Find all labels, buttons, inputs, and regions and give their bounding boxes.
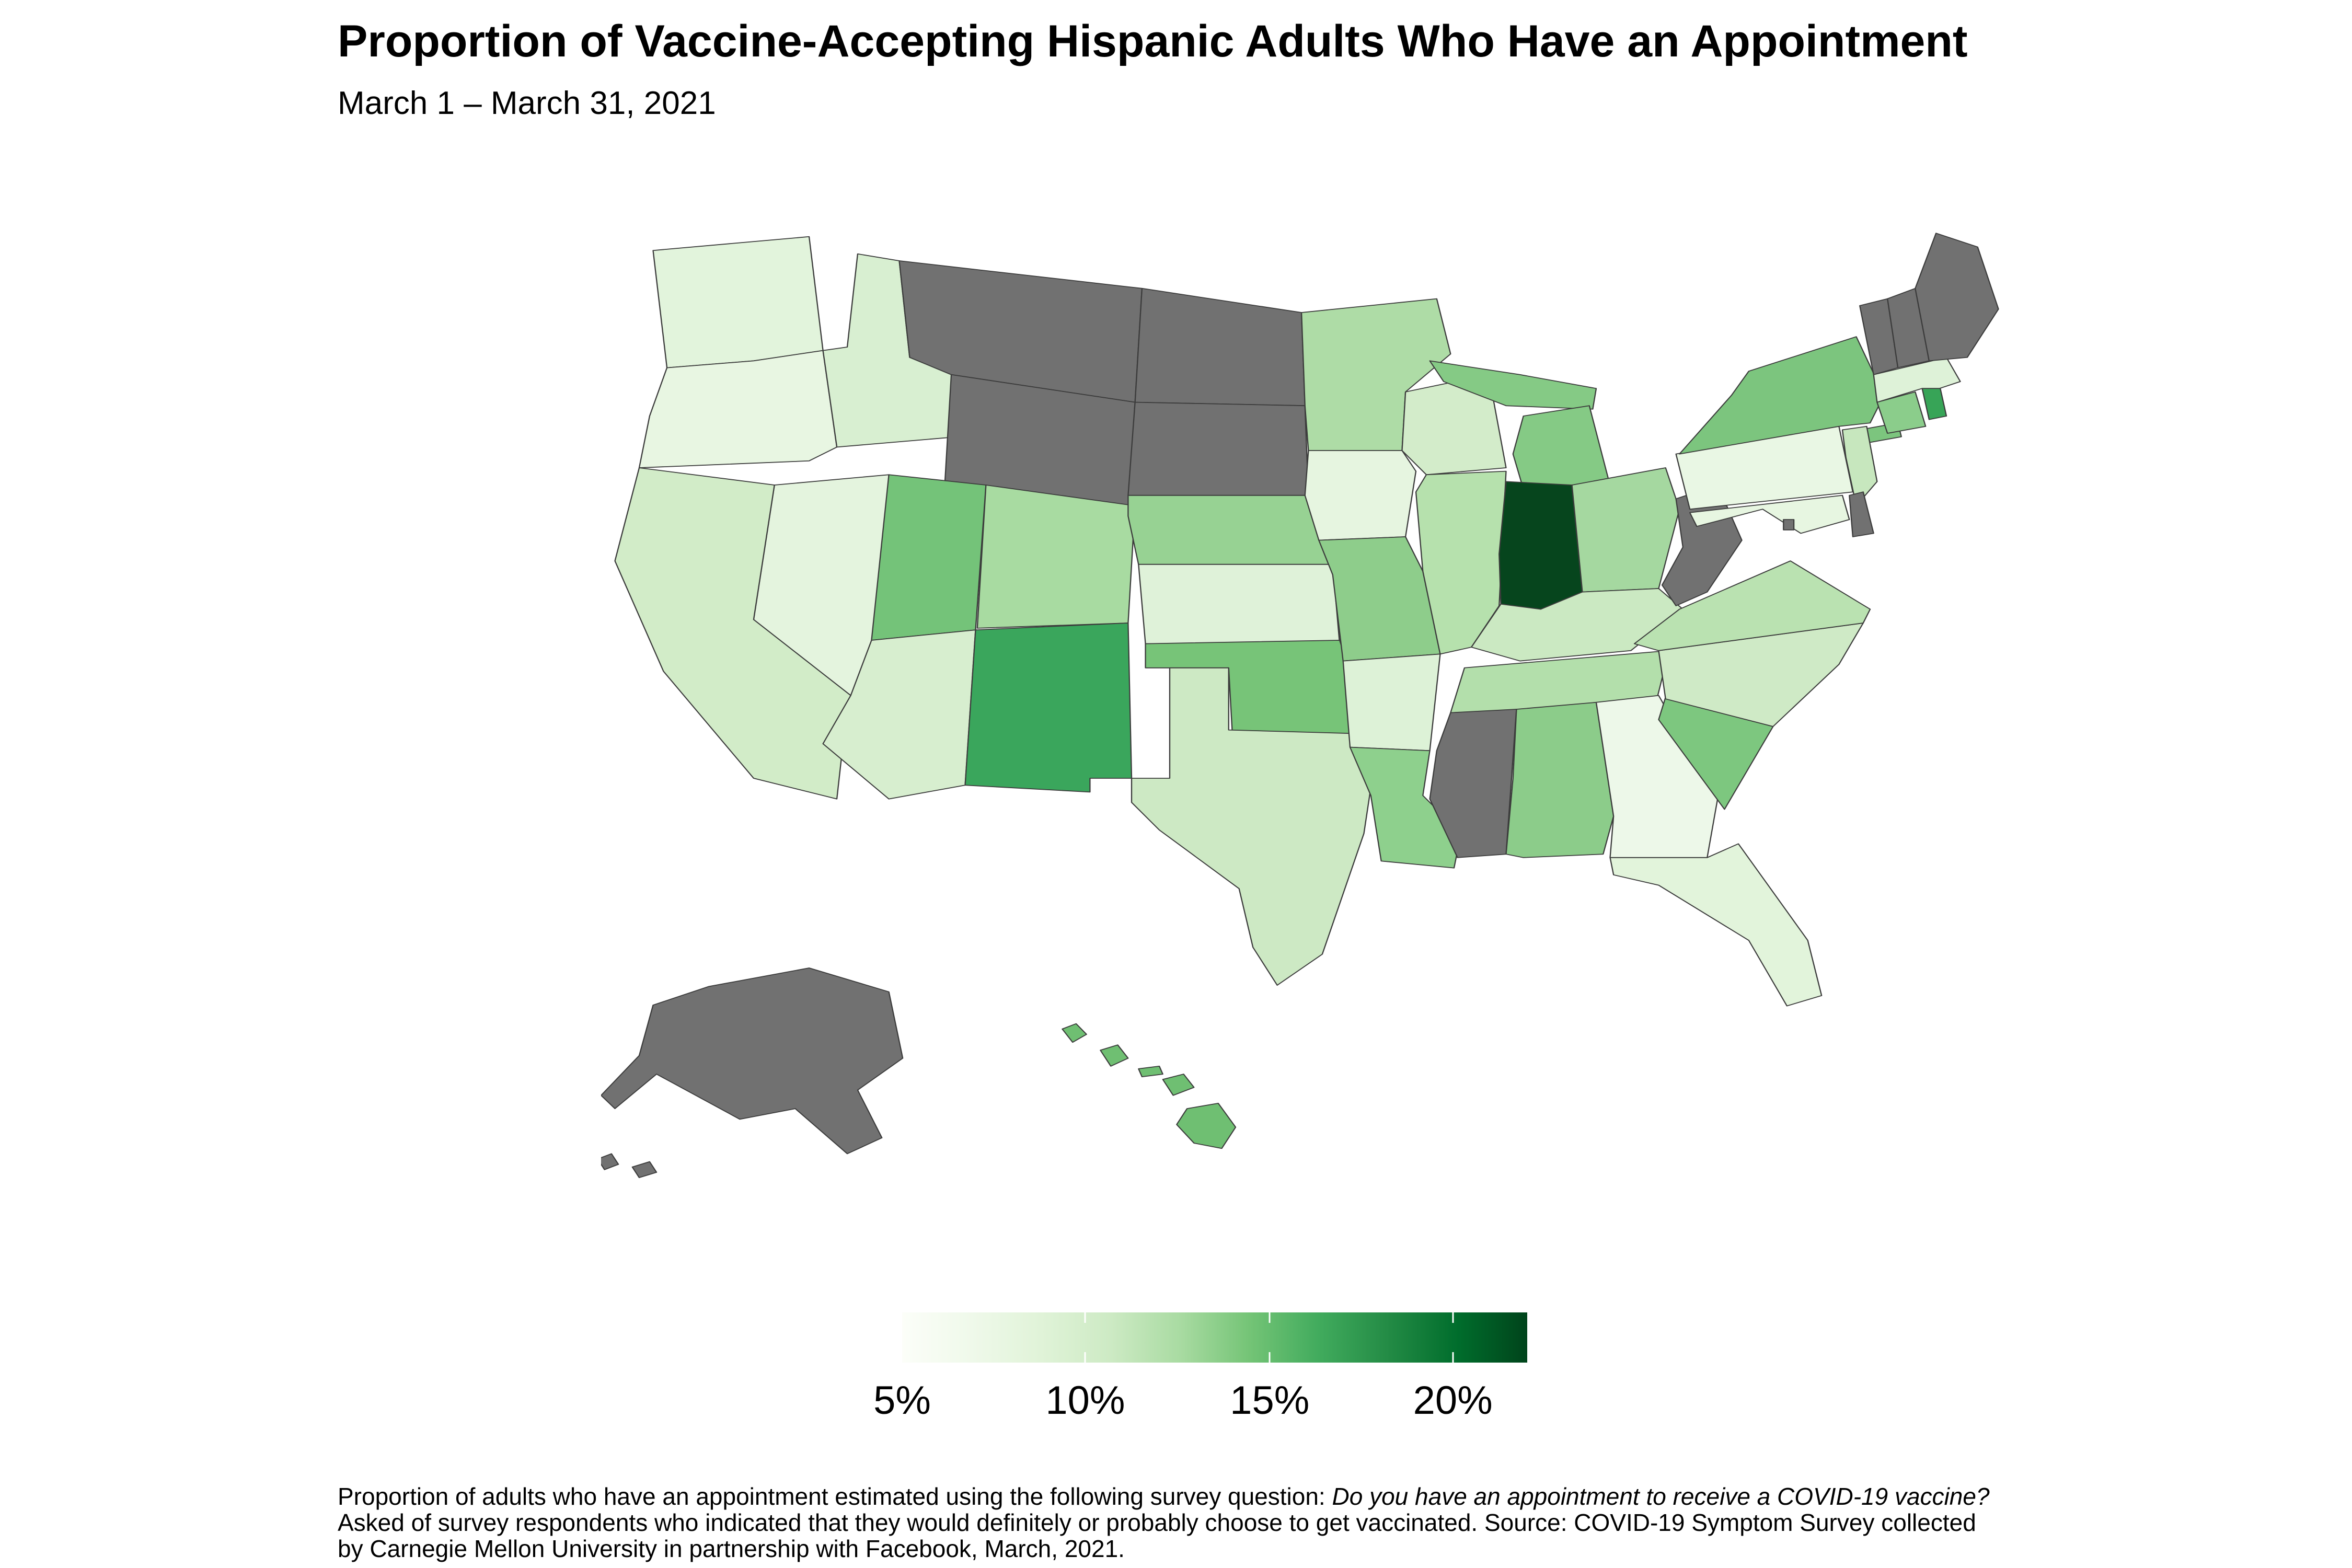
state-oh: [1571, 467, 1680, 593]
state-ks: [1138, 563, 1341, 644]
state-in: [1498, 481, 1583, 610]
state-de: [1849, 491, 1874, 537]
state-dc: [1783, 519, 1795, 531]
state-ut: [871, 474, 987, 641]
footnote-line-2: Asked of survey respondents who indicate…: [338, 1509, 1976, 1536]
page-title: Proportion of Vaccine-Accepting Hispanic…: [338, 16, 1968, 66]
state-ar: [1342, 653, 1441, 752]
state-tx: [1131, 667, 1375, 986]
survey-question-italic: Do you have an appointment to receive a …: [1332, 1483, 1990, 1510]
state-ia: [1304, 450, 1417, 541]
color-scale-bar: [902, 1312, 1527, 1363]
state-sd: [1127, 401, 1309, 496]
footnote-line-3: by Carnegie Mellon University in partner…: [338, 1535, 1125, 1562]
legend-tick-20%: [1452, 1312, 1454, 1323]
state-va: [1633, 560, 1871, 651]
state-md: [1689, 494, 1850, 534]
color-scale-labels: 5% 10% 15% 20%: [873, 1378, 1527, 1425]
legend-label-20%: 20%: [1413, 1378, 1493, 1423]
state-nd: [1134, 287, 1306, 407]
state-ne: [1127, 494, 1333, 565]
state-ak: [601, 1153, 619, 1170]
state-hi: [1100, 1044, 1129, 1067]
state-ak: [601, 967, 904, 1155]
legend-tick-15%: [1269, 1312, 1271, 1323]
state-hi: [1138, 1065, 1163, 1078]
us-map-svg: [601, 233, 1999, 1178]
state-or: [638, 350, 838, 468]
footnote-line-1: Proportion of adults who have an appoint…: [338, 1483, 1990, 1510]
state-me: [1915, 233, 1999, 362]
state-nm: [964, 622, 1133, 793]
state-fl: [1609, 843, 1823, 1007]
legend-tick-10%: [1084, 1352, 1086, 1363]
state-ny: [1679, 336, 1885, 455]
state-ca: [614, 467, 851, 800]
legend-tick-10%: [1084, 1312, 1086, 1323]
state-nj: [1841, 425, 1878, 506]
state-ri: [1921, 384, 1947, 420]
page-subtitle: March 1 – March 31, 2021: [338, 85, 716, 121]
state-hi: [1176, 1103, 1237, 1149]
state-hi: [1162, 1074, 1195, 1096]
state-hi: [1062, 1023, 1087, 1043]
us-choropleth-map: [601, 209, 2023, 1244]
legend-label-15%: 15%: [1230, 1378, 1310, 1423]
state-al: [1505, 701, 1615, 858]
state-co: [976, 485, 1136, 629]
state-mi: [1429, 360, 1597, 410]
legend-label-5%: 5%: [873, 1378, 931, 1423]
state-wa: [652, 236, 824, 368]
legend-tick-20%: [1452, 1352, 1454, 1363]
source-footnote: Proportion of adults who have an appoint…: [338, 1483, 2240, 1562]
state-ak: [631, 1161, 658, 1178]
legend-tick-15%: [1269, 1352, 1271, 1363]
state-ct: [1876, 391, 1927, 434]
legend-label-10%: 10%: [1045, 1378, 1125, 1423]
